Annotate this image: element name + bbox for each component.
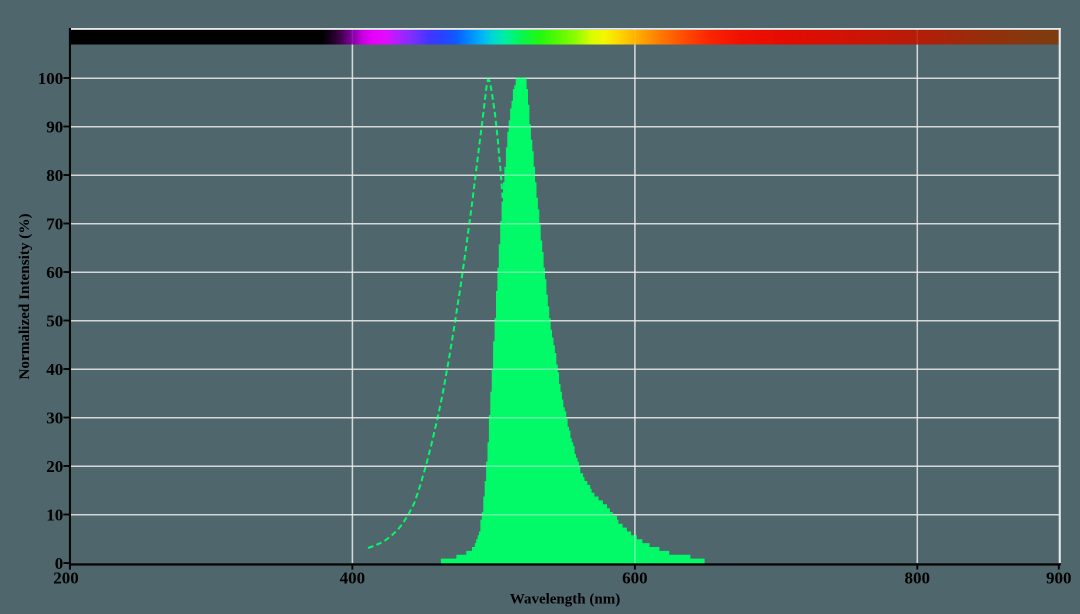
svg-text:10: 10 (46, 506, 63, 525)
svg-text:600: 600 (622, 569, 648, 588)
svg-text:Wavelength (nm): Wavelength (nm) (510, 592, 620, 608)
svg-text:40: 40 (46, 360, 63, 379)
svg-text:90: 90 (46, 118, 63, 137)
svg-text:100: 100 (38, 69, 64, 88)
svg-text:60: 60 (46, 263, 63, 282)
svg-text:50: 50 (46, 312, 63, 331)
svg-text:70: 70 (46, 215, 63, 234)
svg-text:200: 200 (53, 569, 79, 588)
svg-text:400: 400 (340, 569, 366, 588)
svg-text:30: 30 (46, 409, 63, 428)
svg-text:20: 20 (46, 457, 63, 476)
svg-text:800: 800 (905, 569, 931, 588)
svg-text:Normalized Intensity (%): Normalized Intensity (%) (16, 213, 33, 379)
svg-text:900: 900 (1046, 569, 1072, 588)
svg-text:0: 0 (55, 554, 64, 573)
svg-text:80: 80 (46, 166, 63, 185)
